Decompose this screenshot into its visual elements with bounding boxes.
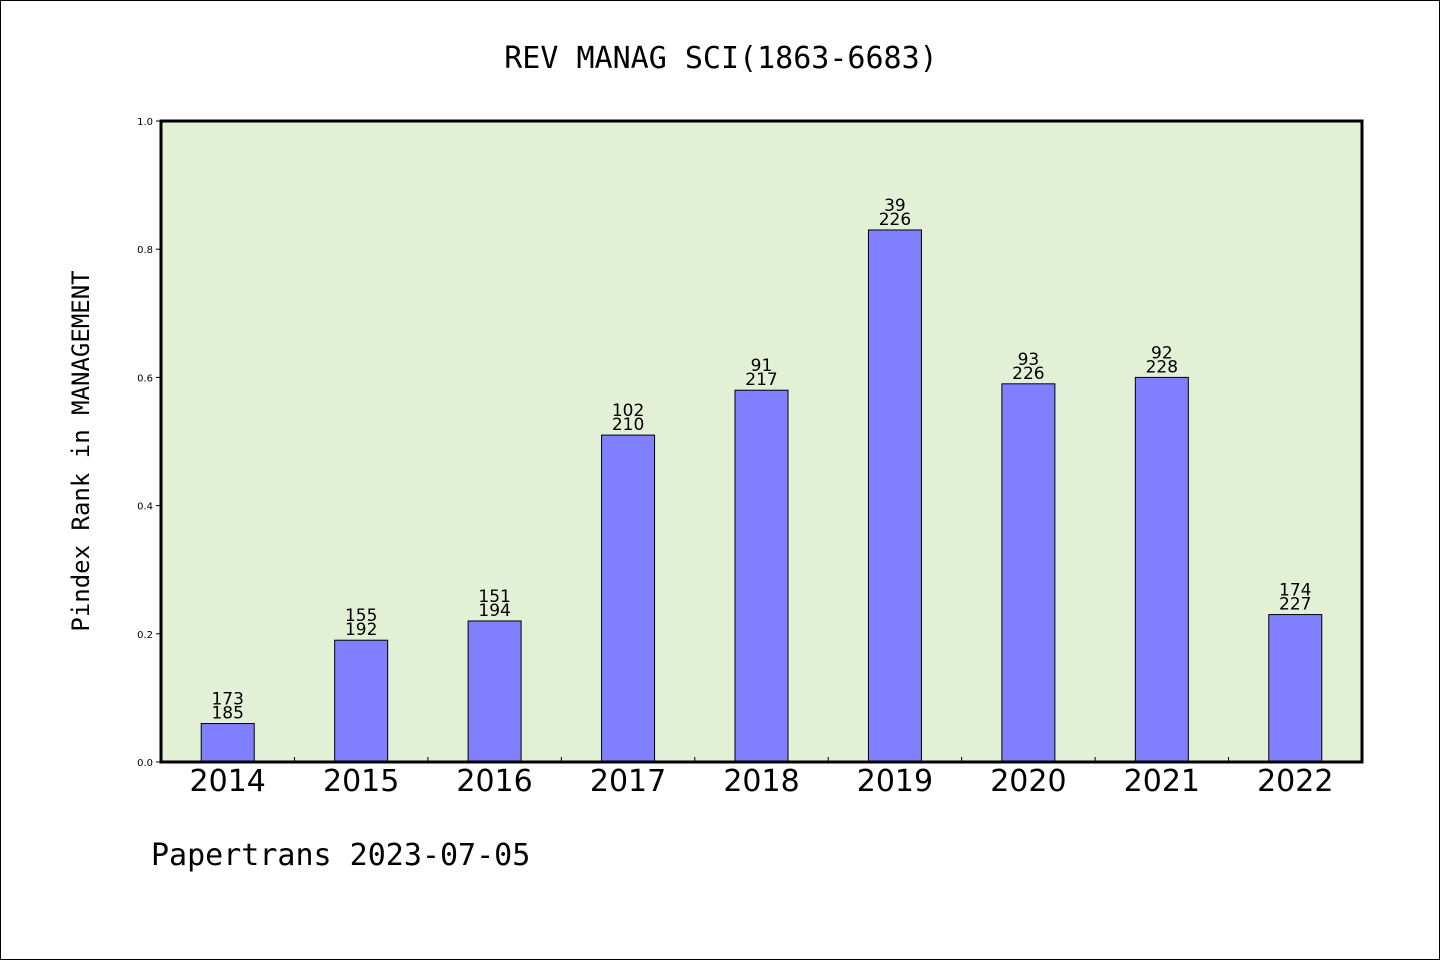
x-tick-label-2015: 2015 bbox=[323, 764, 399, 799]
data-label-top-2020: 93 bbox=[1018, 350, 1040, 370]
y-tick-label: 0.2 bbox=[137, 630, 153, 641]
bar-2018 bbox=[734, 389, 789, 763]
data-labels-group: 1731851551921511941022109121739226932269… bbox=[211, 196, 1311, 724]
x-tick-label-2014: 2014 bbox=[190, 764, 266, 799]
x-tick-label-2016: 2016 bbox=[456, 764, 532, 799]
chart-title: REV MANAG SCI(1863-6683) bbox=[504, 41, 937, 76]
data-label-top-2018: 91 bbox=[751, 356, 773, 376]
data-label-bottom-2019: 226 bbox=[879, 210, 911, 230]
data-label-top-2014: 173 bbox=[211, 690, 243, 710]
bars-group bbox=[200, 229, 1323, 763]
bar-2016 bbox=[467, 620, 522, 763]
x-tick-label-2021: 2021 bbox=[1124, 764, 1200, 799]
data-label-bottom-2016: 194 bbox=[478, 601, 510, 621]
y-axis: 0.0 0.2 0.4 0.6 0.8 1.0 bbox=[137, 117, 161, 769]
x-tick-label-2020: 2020 bbox=[990, 764, 1066, 799]
x-tick-label-2019: 2019 bbox=[857, 764, 933, 799]
y-tick-label: 0.0 bbox=[137, 758, 153, 769]
data-label-top-2017: 102 bbox=[612, 401, 644, 421]
plot-border bbox=[159, 119, 1364, 764]
x-tick-label-2018: 2018 bbox=[723, 764, 799, 799]
y-tick-label: 1.0 bbox=[137, 117, 153, 128]
bar-2014 bbox=[200, 723, 255, 763]
data-label-bottom-2021: 228 bbox=[1146, 357, 1178, 377]
y-tick-label: 0.8 bbox=[137, 245, 153, 256]
footer-text: Papertrans 2023-07-05 bbox=[151, 838, 530, 873]
data-label-top-2022: 174 bbox=[1279, 581, 1311, 601]
x-axis: 2014 2015 2016 2017 2018 2019 2020 2021 2022 bbox=[190, 757, 1333, 799]
data-label-top-2019: 39 bbox=[884, 196, 906, 216]
x-tick-label-2022: 2022 bbox=[1257, 764, 1333, 799]
y-axis-label: Pindex Rank in MANAGEMENT bbox=[67, 270, 95, 631]
y-tick-label: 0.6 bbox=[137, 373, 153, 384]
x-tick-label-2017: 2017 bbox=[590, 764, 666, 799]
data-label-bottom-2015: 192 bbox=[345, 620, 377, 640]
bar-2021 bbox=[1134, 376, 1189, 763]
bar-2020 bbox=[1001, 383, 1056, 763]
bar-2019 bbox=[867, 229, 922, 763]
data-label-bottom-2020: 226 bbox=[1012, 364, 1044, 384]
data-label-bottom-2018: 217 bbox=[745, 370, 777, 390]
y-tick-label: 0.4 bbox=[137, 502, 153, 513]
data-label-top-2015: 155 bbox=[345, 606, 377, 626]
data-label-bottom-2022: 227 bbox=[1279, 595, 1311, 615]
data-label-top-2016: 151 bbox=[478, 587, 510, 607]
data-label-top-2021: 92 bbox=[1151, 343, 1173, 363]
bar-2022 bbox=[1268, 614, 1323, 763]
data-label-bottom-2014: 185 bbox=[211, 704, 243, 724]
bar-2015 bbox=[334, 639, 389, 763]
bar-2017 bbox=[601, 434, 656, 763]
data-label-bottom-2017: 210 bbox=[612, 415, 644, 435]
